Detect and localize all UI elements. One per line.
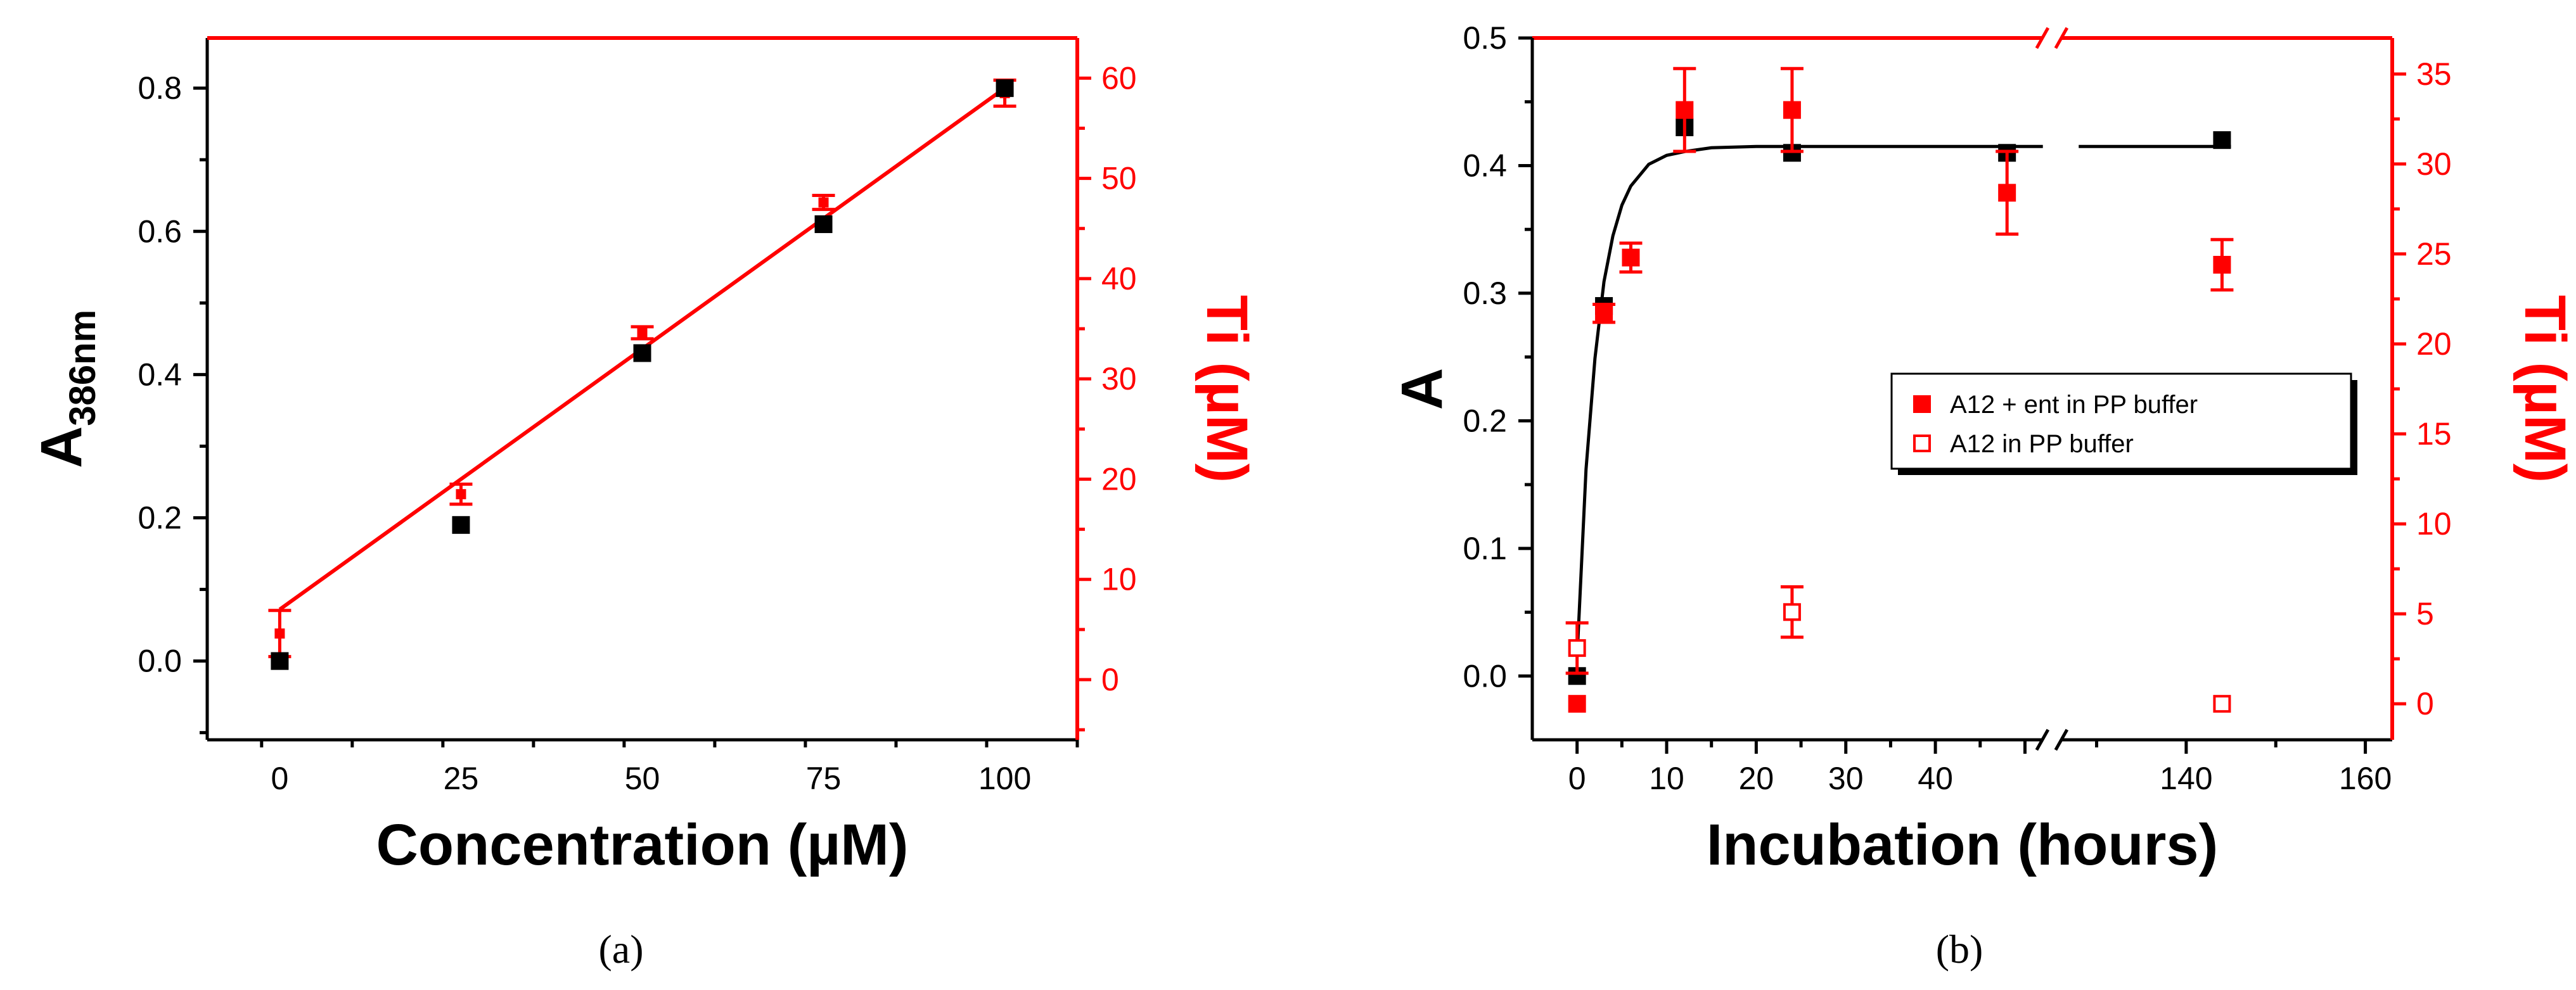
data-point-ent xyxy=(1622,248,1640,267)
legend-marker-ent xyxy=(1913,395,1931,413)
y-tick-label-right: 15 xyxy=(2416,416,2452,452)
x-tick-label: 30 xyxy=(1828,761,1864,796)
data-point-noent xyxy=(2213,695,2231,713)
y-tick-label-right: 60 xyxy=(1101,60,1137,96)
y-tick-label-right: 20 xyxy=(1101,461,1137,497)
y-tick-label-right: 0 xyxy=(1101,662,1119,697)
x-axis-title: Incubation (hours) xyxy=(1707,813,2218,877)
y-tick-label-right: 5 xyxy=(2416,596,2434,631)
x-tick-label: 50 xyxy=(625,761,660,796)
axis-break-mark xyxy=(2035,27,2050,49)
data-point-ti xyxy=(818,197,829,208)
data-point-ent xyxy=(1568,695,1586,713)
y-tick-label-left: 0.2 xyxy=(138,500,182,536)
data-point-a386 xyxy=(996,79,1014,98)
y-tick-label-left: 0.4 xyxy=(1463,148,1507,183)
y-tick-label-right: 10 xyxy=(2416,506,2452,542)
y-tick-label-left: 0.6 xyxy=(138,213,182,249)
legend-label-ent: A12 + ent in PP buffer xyxy=(1950,391,2198,419)
data-point-noent xyxy=(1568,639,1586,657)
x-tick-label: 140 xyxy=(2160,761,2212,796)
axis-break-mark xyxy=(2035,728,2050,751)
data-point-ti xyxy=(456,489,466,500)
data-point-a386 xyxy=(271,652,289,670)
x-axis-title: Concentration (µM) xyxy=(376,813,908,877)
y-tick-label-right: 30 xyxy=(2416,146,2452,182)
y-tick-label-right: 0 xyxy=(2416,686,2434,721)
data-point-a386 xyxy=(633,344,651,362)
data-point-a xyxy=(2213,131,2231,149)
data-point-a386 xyxy=(452,516,470,534)
x-tick-label: 75 xyxy=(806,761,842,796)
data-point-noent xyxy=(1783,603,1801,621)
x-tick-label: 20 xyxy=(1739,761,1774,796)
y-tick-label-left: 0.5 xyxy=(1463,20,1507,56)
x-tick-label: 10 xyxy=(1649,761,1684,796)
y-axis-title-right: Ti (µM) xyxy=(2513,295,2576,483)
axis-break-mark xyxy=(2054,27,2069,49)
legend-marker-noent xyxy=(1913,435,1931,452)
y-tick-label-left: 0.3 xyxy=(1463,276,1507,311)
y-tick-label-right: 20 xyxy=(2416,326,2452,362)
legend: A12 + ent in PP buffer A12 in PP buffer xyxy=(1890,372,2357,475)
axis-break-mark xyxy=(2054,728,2069,751)
y-axis-title-left: A xyxy=(1390,368,1454,410)
x-tick-label: 25 xyxy=(444,761,479,796)
data-point-ent xyxy=(1998,184,2016,202)
y-tick-label-right: 30 xyxy=(1101,361,1137,397)
data-point-ent xyxy=(1676,101,1694,119)
data-point-ti xyxy=(637,327,648,338)
legend-box xyxy=(1890,372,2352,470)
panel-b: 0 10 20 30 40 140 160 0.0 0.1 0.2 0.3 0.4 0.5 0 5 10 15 2… xyxy=(1390,20,2576,877)
data-point-a386 xyxy=(814,215,833,233)
y-axis-title-right: Ti (µM) xyxy=(1195,295,1259,483)
y-axis-title-main: A xyxy=(29,426,94,468)
caption-b: (b) xyxy=(1936,927,1983,972)
y-tick-label-right: 10 xyxy=(1101,562,1137,597)
y-tick-label-left: 0.0 xyxy=(1463,658,1507,694)
y-axis-title-sub: 386nm xyxy=(62,310,103,426)
data-point-ent xyxy=(1595,304,1613,322)
legend-label-noent: A12 in PP buffer xyxy=(1950,430,2134,458)
y-tick-label-right: 25 xyxy=(2416,236,2452,272)
panel-a: 0 25 50 75 100 0.0 0.2 0.4 0.6 0.8 0 10 20 30 40 50 60 Co… xyxy=(29,36,1259,877)
y-tick-label-left: 0.0 xyxy=(138,644,182,679)
data-point-ti xyxy=(274,628,285,639)
y-tick-label-left: 0.4 xyxy=(138,357,182,392)
y-tick-label-right: 50 xyxy=(1101,161,1137,196)
y-axis-title-left: A386nm xyxy=(29,310,103,468)
data-point-ent xyxy=(1783,101,1801,119)
x-tick-label: 100 xyxy=(978,761,1031,796)
y-tick-label-right: 35 xyxy=(2416,56,2452,92)
caption-a: (a) xyxy=(598,927,643,972)
y-tick-label-left: 0.1 xyxy=(1463,531,1507,566)
x-tick-label: 40 xyxy=(1918,761,1953,796)
data-point-ent xyxy=(2213,255,2231,274)
y-tick-label-left: 0.2 xyxy=(1463,403,1507,438)
x-tick-label: 160 xyxy=(2339,761,2392,796)
y-tick-label-right: 40 xyxy=(1101,261,1137,296)
x-tick-label: 0 xyxy=(1568,761,1586,796)
y-tick-label-left: 0.8 xyxy=(138,70,182,106)
x-tick-label: 0 xyxy=(271,761,289,796)
